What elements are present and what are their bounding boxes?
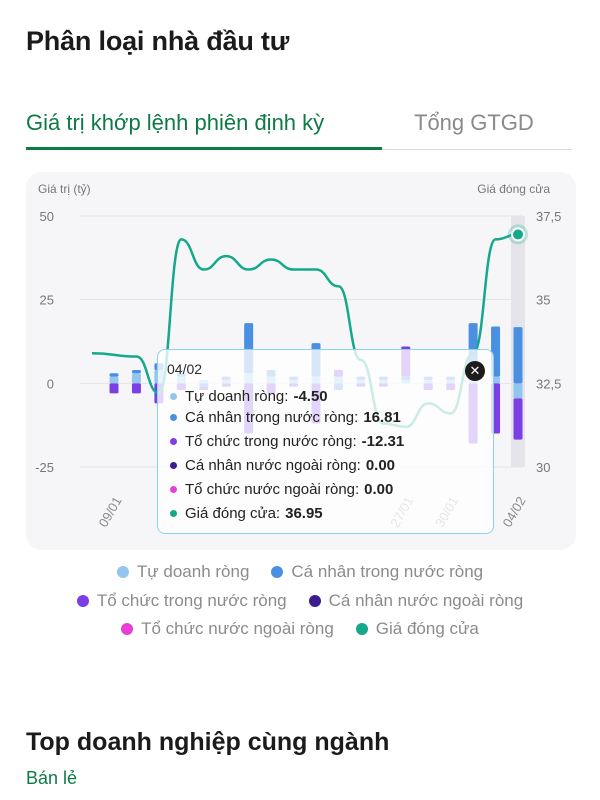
left-tick-label: 25 [40, 293, 54, 308]
tooltip-row-foreign-individual: Cá nhân nước ngoài ròng: 0.00 [170, 454, 395, 476]
tooltip-label: Cá nhân trong nước ròng: [185, 408, 359, 426]
bar [109, 373, 119, 377]
series-dot [170, 392, 177, 400]
tab-matched-value[interactable]: Giá trị khớp lệnh phiên định kỳ [26, 110, 325, 135]
industry-link[interactable]: Bán lẻ [26, 768, 78, 788]
tooltip-label: Giá đóng cửa: [185, 504, 281, 522]
legend-label: Tự doanh ròng [136, 562, 250, 581]
bar [513, 327, 523, 384]
series-dot [170, 413, 177, 421]
right-tick-label: 35 [536, 293, 550, 308]
tooltip-value: -12.31 [361, 432, 405, 450]
legend-label: Cá nhân nước ngoài ròng [328, 591, 524, 610]
legend-item-foreign-institution[interactable]: Tổ chức nước ngoài ròng [121, 619, 334, 639]
series-dot [170, 485, 177, 493]
right-tick-label: 37,5 [536, 209, 561, 224]
right-axis-title: Giá đóng cửa [477, 182, 550, 196]
tooltip-label: Tổ chức trong nước ròng: [185, 432, 357, 450]
legend-label: Tổ chức nước ngoài ròng [141, 619, 334, 638]
series-dot [170, 461, 177, 469]
bar [109, 376, 119, 384]
legend-dot [121, 623, 134, 635]
left-axis-title: Giá trị (tỷ) [38, 182, 91, 196]
left-tick-label: -25 [35, 460, 54, 475]
left-tick-label: 50 [40, 209, 54, 224]
legend-dot [271, 566, 284, 578]
legend-item-foreign-individual[interactable]: Cá nhân nước ngoài ròng [308, 591, 524, 611]
tooltip-label: Cá nhân nước ngoài ròng: [185, 456, 361, 474]
legend-dot [116, 566, 129, 578]
tooltip-row-prop-trading: Tự doanh ròng: -4.50 [170, 385, 328, 407]
x-tick-label: 04/02 [499, 494, 528, 530]
series-dot [170, 509, 177, 517]
legend-item-close-price[interactable]: Giá đóng cửa [355, 619, 479, 639]
tooltip-row-domestic-individual: Cá nhân trong nước ròng: 16.81 [170, 406, 401, 428]
bar [513, 383, 523, 399]
legend-item-prop-trading[interactable]: Tự doanh ròng [116, 562, 250, 582]
tooltip-row-foreign-institution: Tổ chức nước ngoài ròng: 0.00 [170, 478, 393, 500]
tooltip-row-close-price: Giá đóng cửa: 36.95 [170, 502, 323, 524]
tooltip-value: 36.95 [285, 504, 323, 522]
bar [109, 383, 119, 394]
tooltip-value: 16.81 [363, 408, 401, 426]
tooltip-value: 0.00 [365, 456, 396, 474]
legend-label: Tổ chức trong nước ròng [96, 591, 287, 610]
bar [131, 369, 141, 374]
x-tick-label: 09/01 [95, 494, 124, 530]
chart-tooltip: 04/02 ✕ Tự doanh ròng: -4.50 Cá nhân tron… [157, 349, 494, 534]
tooltip-value: -4.50 [293, 387, 328, 405]
bar [131, 373, 141, 384]
tooltip-value: 0.00 [364, 480, 394, 498]
legend-dot [76, 595, 89, 607]
active-tab-indicator [26, 147, 382, 150]
legend-dot [355, 623, 368, 635]
bar [513, 398, 523, 440]
tooltip-label: Tổ chức nước ngoài ròng: [185, 480, 360, 498]
legend-item-domestic-institution[interactable]: Tổ chức trong nước ròng [76, 591, 287, 611]
tooltip-row-domestic-institution: Tổ chức trong nước ròng: -12.31 [170, 430, 404, 452]
series-dot [170, 437, 177, 445]
legend-item-domestic-individual[interactable]: Cá nhân trong nước ròng [271, 562, 483, 582]
close-icon[interactable]: ✕ [465, 361, 485, 381]
legend-label: Cá nhân trong nước ròng [291, 562, 484, 581]
right-tick-label: 30 [536, 460, 550, 475]
page-title: Phân loại nhà đầu tư [26, 26, 290, 56]
bar [131, 383, 141, 394]
right-tick-label: 32,5 [536, 376, 561, 391]
section-title: Top doanh nghiệp cùng ngành [26, 728, 390, 756]
tooltip-date: 04/02 [167, 361, 203, 377]
legend-dot [308, 595, 321, 607]
legend-label: Giá đóng cửa [375, 619, 479, 638]
close-price-point [511, 227, 525, 242]
tooltip-label: Tự doanh ròng: [185, 387, 289, 405]
tab-total-value[interactable]: Tổng GTGD [414, 110, 534, 135]
left-tick-label: 0 [47, 376, 54, 391]
tab-bar: Giá trị khớp lệnh phiên định kỳ Tổng GTG… [26, 104, 572, 150]
